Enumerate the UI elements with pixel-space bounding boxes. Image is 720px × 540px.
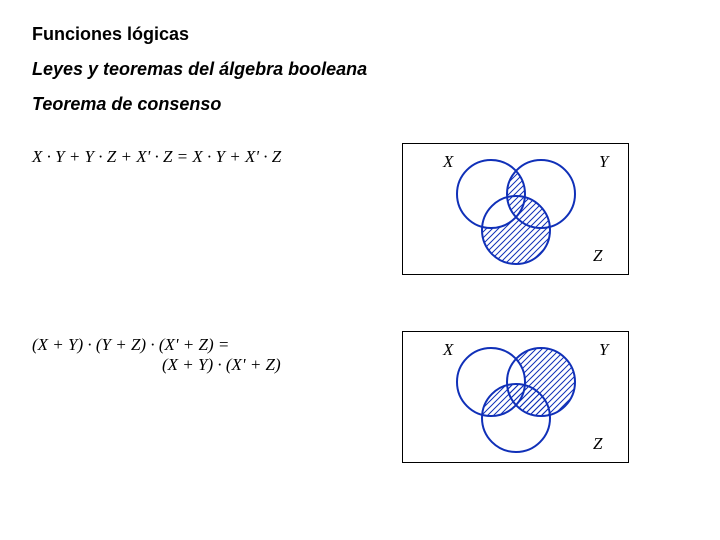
formula-pos: (X + Y) · (Y + Z) · (X' + Z) = (X + Y) ·… — [32, 331, 402, 375]
formula-pos-line1: (X + Y) · (Y + Z) · (X' + Z) = — [32, 335, 402, 355]
formula-pos-line2: (X + Y) · (X' + Z) — [32, 355, 402, 375]
venn-label-z: Z — [593, 246, 602, 266]
venn-label-y: Y — [599, 340, 608, 360]
formula-sop: X · Y + Y · Z + X' · Z = X · Y + X' · Z — [32, 143, 402, 167]
venn-diagram-sop: X Y Z — [402, 143, 629, 275]
venn-label-x: X — [443, 152, 453, 172]
row-pos: (X + Y) · (Y + Z) · (X' + Z) = (X + Y) ·… — [32, 331, 688, 463]
venn-label-y: Y — [599, 152, 608, 172]
page-title: Funciones lógicas — [32, 24, 688, 45]
venn-diagram-pos: X Y Z — [402, 331, 629, 463]
theorem-name: Teorema de consenso — [32, 94, 688, 115]
row-sop: X · Y + Y · Z + X' · Z = X · Y + X' · Z — [32, 143, 688, 275]
venn-label-z: Z — [593, 434, 602, 454]
venn-label-x: X — [443, 340, 453, 360]
page-subtitle: Leyes y teoremas del álgebra booleana — [32, 59, 688, 80]
